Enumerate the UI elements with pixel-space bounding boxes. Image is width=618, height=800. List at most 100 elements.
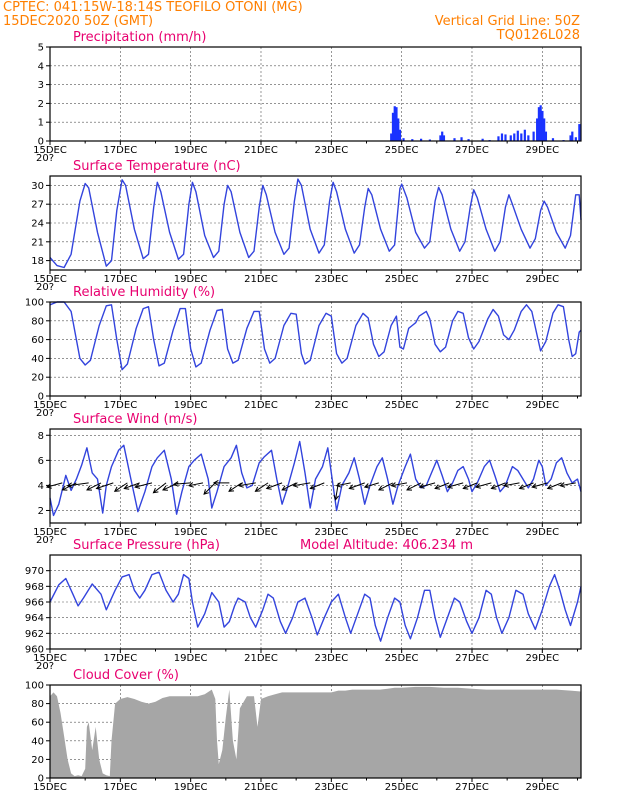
- cloud-xtick-label: 15DEC: [33, 782, 67, 793]
- rh-xtick-label: 29DEC: [525, 400, 559, 411]
- wind-vector-head: [462, 484, 469, 490]
- precip-bar: [402, 138, 405, 141]
- cloud-xtick-label: 21DEC: [244, 782, 278, 793]
- wind-vector-head: [390, 482, 397, 488]
- header-model-code: TQ0126L028: [496, 28, 580, 43]
- precip-bar: [504, 134, 507, 141]
- wind-panel: Surface Wind (m/s) 2 4 6 8 15DEC 17DEC 19DEC 21D…: [33, 412, 582, 546]
- wind-vector-head: [212, 480, 219, 486]
- temp-xtick-label: 25DEC: [385, 274, 419, 285]
- wind-vector-head: [335, 482, 342, 488]
- precip-bar: [481, 138, 484, 141]
- wind-vector: [519, 482, 534, 489]
- precip-xtick-label: 15DEC: [33, 145, 67, 156]
- wind-vector-head: [348, 484, 355, 490]
- wind-vector: [114, 482, 128, 492]
- precip-bar: [571, 131, 574, 141]
- precip-bar: [442, 135, 446, 141]
- cloud-xtick-label: 23DEC: [314, 782, 348, 793]
- rh-ytick-label: 20: [31, 373, 44, 384]
- wind-vector-head: [113, 486, 120, 492]
- pressure-ytick-label: 968: [25, 582, 44, 593]
- wind-vector: [336, 482, 351, 487]
- precip-xtick-label: 25DEC: [385, 145, 419, 156]
- precip-ytick-label: 1: [38, 118, 44, 129]
- wind-vector: [349, 482, 365, 489]
- wind-vector-head: [503, 482, 509, 488]
- wind-vector: [491, 482, 506, 489]
- precip-xtick-label: 21DEC: [244, 145, 278, 156]
- temp-series-line: [49, 178, 582, 269]
- precip-xtick-label: 23DEC: [314, 145, 348, 156]
- precip-ytick-label: 5: [38, 43, 44, 54]
- precip-bar: [513, 133, 516, 141]
- cloud-panel: Cloud Cover (%) 0 20 40 60 80 100 15DEC 17DEC 19D…: [25, 668, 582, 793]
- wind-vector-head: [474, 483, 481, 489]
- cloud-ytick-label: 40: [31, 736, 44, 747]
- wind-xtick-label: 21DEC: [244, 527, 278, 538]
- rh-cut-year-label: 20?: [36, 408, 54, 419]
- precip-bar: [395, 107, 398, 141]
- cloud-xtick-label: 27DEC: [455, 782, 489, 793]
- wind-vector-head: [363, 483, 370, 489]
- precip-panel: Precipitation (mm/h) 0 1 2 3 4 5 15DEC 17DEC 19DE…: [33, 30, 582, 164]
- wind-vector-head: [434, 484, 441, 490]
- wind-vector-head: [66, 482, 73, 488]
- header-grid-note: Vertical Grid Line: 50Z: [435, 14, 580, 29]
- precip-bar: [453, 138, 456, 141]
- precip-bar: [419, 138, 423, 141]
- cloud-ytick-label: 80: [31, 699, 44, 710]
- wind-vector-head: [86, 485, 93, 491]
- wind-vector-head: [309, 484, 316, 490]
- wind-vector: [419, 482, 436, 488]
- precip-bar: [497, 136, 500, 141]
- precip-bar: [393, 106, 396, 141]
- precip-bar: [467, 139, 470, 141]
- wind-vector: [310, 482, 325, 489]
- cloud-frame: [49, 684, 582, 779]
- rh-series-line: [49, 301, 582, 371]
- wind-vector: [135, 482, 153, 488]
- wind-vector-head: [203, 489, 210, 495]
- wind-ytick-label: 6: [38, 456, 44, 467]
- wind-xtick-label: 23DEC: [314, 527, 348, 538]
- rh-ytick-label: 100: [25, 298, 44, 309]
- wind-xtick-label: 27DEC: [455, 527, 489, 538]
- wind-vector: [406, 482, 422, 491]
- wind-vector-head: [559, 482, 566, 488]
- pressure-ytick-label: 962: [25, 629, 44, 640]
- rh-frame: [49, 301, 582, 397]
- wind-vector-head: [95, 484, 102, 490]
- precip-bar: [398, 129, 402, 141]
- wind-vector-head: [546, 484, 553, 490]
- cloud-cover-area: [50, 686, 581, 778]
- cloud-ytick-label: 100: [25, 681, 44, 692]
- pressure-cut-year-label: 20?: [36, 661, 54, 672]
- rh-ytick-label: 0: [38, 392, 44, 403]
- precip-xtick-label: 27DEC: [455, 145, 489, 156]
- pressure-xtick-label: 17DEC: [103, 653, 137, 664]
- wind-vector: [364, 482, 379, 488]
- pressure-xtick-label: 21DEC: [244, 653, 278, 664]
- precip-bar: [397, 118, 400, 141]
- temp-xtick-label: 19DEC: [174, 274, 208, 285]
- precip-bar: [537, 107, 541, 141]
- precip-bar: [441, 131, 444, 141]
- precip-bar: [536, 118, 539, 141]
- precip-bar: [500, 133, 504, 141]
- temp-xtick-label: 27DEC: [455, 274, 489, 285]
- pressure-xtick-label: 19DEC: [174, 653, 208, 664]
- precip-bar: [428, 139, 431, 141]
- wind-vector: [173, 482, 191, 485]
- header-run-date: 15DEC2020 50Z (GMT): [3, 14, 153, 29]
- precip-bar: [390, 133, 393, 141]
- wind-title: Surface Wind (m/s): [73, 412, 197, 427]
- wind-vector: [238, 482, 256, 487]
- wind-vector: [281, 482, 297, 491]
- wind-vector: [532, 482, 548, 488]
- pressure-xtick-label: 29DEC: [525, 653, 559, 664]
- wind-vector-head: [254, 486, 261, 492]
- wind-vector-head: [152, 487, 159, 494]
- precip-bar: [578, 124, 581, 141]
